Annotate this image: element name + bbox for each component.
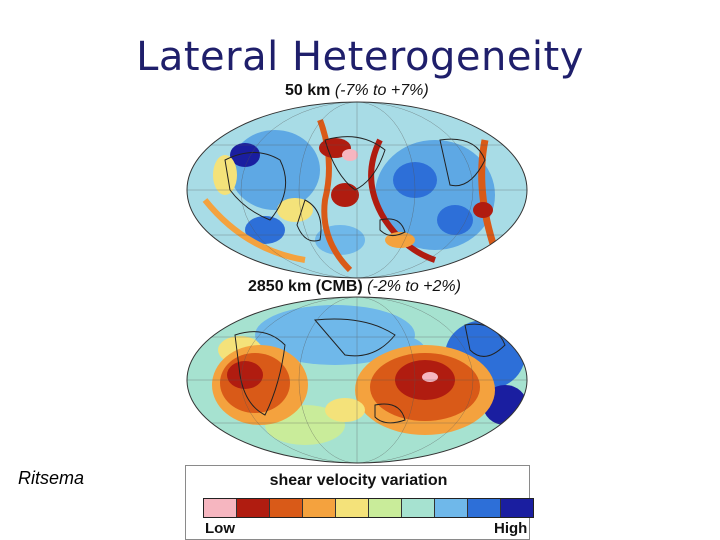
bottom-map-label: 2850 km (CMB) (-2% to +2%) bbox=[248, 278, 461, 296]
slide-title: Lateral Heterogeneity bbox=[136, 34, 584, 80]
color-scale-legend: shear velocity variation Low High bbox=[185, 465, 534, 540]
legend-title: shear velocity variation bbox=[269, 472, 448, 489]
top-map-range: (-7% to +7%) bbox=[334, 82, 429, 99]
legend-swatch-8 bbox=[435, 499, 468, 517]
legend-high-label: High bbox=[494, 520, 528, 537]
shear-velocity-map-50km bbox=[186, 101, 528, 279]
top-map-depth: 50 km bbox=[285, 82, 331, 99]
top-map-label: 50 km (-7% to +7%) bbox=[285, 82, 429, 100]
legend-swatch-7 bbox=[402, 499, 435, 517]
legend-swatch-1 bbox=[204, 499, 237, 517]
bottom-map-range: (-2% to +2%) bbox=[367, 278, 461, 295]
legend-swatch-9 bbox=[468, 499, 501, 517]
legend-swatch-4 bbox=[303, 499, 336, 517]
credit-text: Ritsema bbox=[18, 468, 85, 488]
bottom-map-depth: 2850 km (CMB) bbox=[248, 278, 363, 295]
color-scale-bar bbox=[203, 498, 534, 518]
legend-swatch-3 bbox=[270, 499, 303, 517]
tomography-figure: 50 km (-7% to +7%) bbox=[185, 80, 535, 540]
legend-swatch-2 bbox=[237, 499, 270, 517]
shear-velocity-map-cmb bbox=[186, 296, 528, 464]
legend-swatch-5 bbox=[336, 499, 369, 517]
legend-swatch-10 bbox=[501, 499, 533, 517]
legend-swatch-6 bbox=[369, 499, 402, 517]
legend-low-label: Low bbox=[205, 520, 235, 537]
